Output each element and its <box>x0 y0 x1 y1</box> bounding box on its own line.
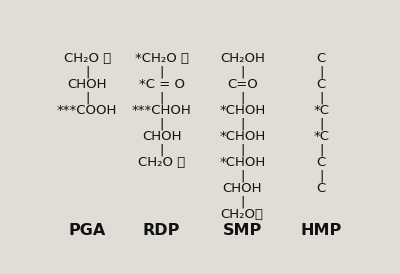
Text: CH₂O Ⓟ: CH₂O Ⓟ <box>64 52 111 65</box>
Text: ***COOH: ***COOH <box>57 104 117 117</box>
Text: ***CHOH: ***CHOH <box>132 104 192 117</box>
Text: |: | <box>240 65 244 78</box>
Text: CHOH: CHOH <box>222 182 262 195</box>
Text: CHOH: CHOH <box>142 130 181 143</box>
Text: *C: *C <box>313 104 329 117</box>
Text: |: | <box>319 65 324 78</box>
Text: |: | <box>160 65 164 78</box>
Text: |: | <box>319 91 324 104</box>
Text: |: | <box>240 143 244 156</box>
Text: RDP: RDP <box>143 222 180 238</box>
Text: *CHOH: *CHOH <box>219 130 265 143</box>
Text: CH₂OH: CH₂OH <box>220 52 265 65</box>
Text: CH₂O Ⓟ: CH₂O Ⓟ <box>138 156 185 169</box>
Text: C=O: C=O <box>227 78 258 91</box>
Text: |: | <box>319 143 324 156</box>
Text: |: | <box>160 117 164 130</box>
Text: PGA: PGA <box>68 222 106 238</box>
Text: *C: *C <box>313 130 329 143</box>
Text: *CHOH: *CHOH <box>219 104 265 117</box>
Text: C: C <box>317 52 326 65</box>
Text: |: | <box>160 143 164 156</box>
Text: |: | <box>240 169 244 182</box>
Text: |: | <box>319 169 324 182</box>
Text: |: | <box>240 117 244 130</box>
Text: CHOH: CHOH <box>68 78 107 91</box>
Text: CH₂OⓅ: CH₂OⓅ <box>221 208 264 221</box>
Text: |: | <box>85 91 89 104</box>
Text: |: | <box>319 117 324 130</box>
Text: C: C <box>317 156 326 169</box>
Text: |: | <box>240 91 244 104</box>
Text: C: C <box>317 78 326 91</box>
Text: |: | <box>85 65 89 78</box>
Text: |: | <box>160 91 164 104</box>
Text: *CHOH: *CHOH <box>219 156 265 169</box>
Text: HMP: HMP <box>301 222 342 238</box>
Text: SMP: SMP <box>222 222 262 238</box>
Text: *C = O: *C = O <box>138 78 185 91</box>
Text: *CH₂O Ⓟ: *CH₂O Ⓟ <box>134 52 189 65</box>
Text: |: | <box>240 195 244 208</box>
Text: C: C <box>317 182 326 195</box>
